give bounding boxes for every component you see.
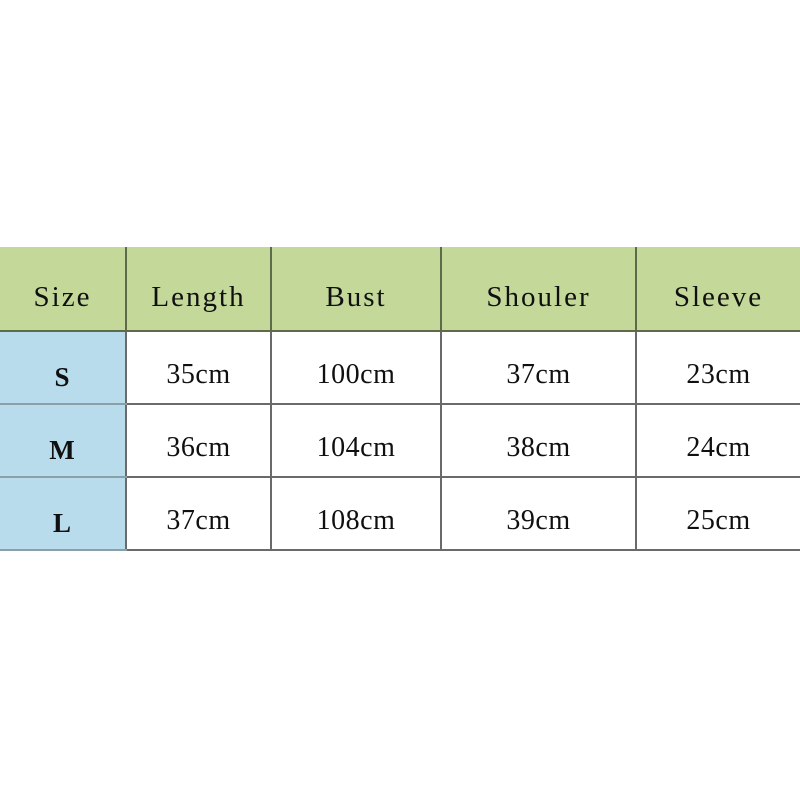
table-row: M 36cm 104cm 38cm 24cm bbox=[0, 404, 800, 478]
cell-bust: 104cm bbox=[271, 404, 442, 478]
table-header: Size Length Bust Shouler Sleeve bbox=[0, 247, 800, 332]
cell-length: 35cm bbox=[126, 331, 272, 405]
column-header-length: Length bbox=[126, 247, 272, 332]
cell-sleeve: 24cm bbox=[636, 404, 800, 478]
header-row: Size Length Bust Shouler Sleeve bbox=[0, 247, 800, 332]
cell-size: L bbox=[0, 477, 127, 551]
column-header-size: Size bbox=[0, 247, 127, 332]
table-row: S 35cm 100cm 37cm 23cm bbox=[0, 331, 800, 405]
cell-length: 36cm bbox=[126, 404, 272, 478]
cell-bust: 100cm bbox=[271, 331, 442, 405]
cell-size: S bbox=[0, 331, 127, 405]
table-row: L 37cm 108cm 39cm 25cm bbox=[0, 477, 800, 551]
cell-shoulder: 39cm bbox=[441, 477, 637, 551]
column-header-bust: Bust bbox=[271, 247, 442, 332]
cell-shoulder: 37cm bbox=[441, 331, 637, 405]
cell-bust: 108cm bbox=[271, 477, 442, 551]
cell-sleeve: 23cm bbox=[636, 331, 800, 405]
column-header-shoulder: Shouler bbox=[441, 247, 637, 332]
size-chart-table: Size Length Bust Shouler Sleeve S 35cm 1… bbox=[0, 247, 800, 551]
cell-shoulder: 38cm bbox=[441, 404, 637, 478]
cell-length: 37cm bbox=[126, 477, 272, 551]
cell-size: M bbox=[0, 404, 127, 478]
cell-sleeve: 25cm bbox=[636, 477, 800, 551]
column-header-sleeve: Sleeve bbox=[636, 247, 800, 332]
table-body: S 35cm 100cm 37cm 23cm M 36cm 104cm 38cm… bbox=[0, 331, 800, 551]
size-chart: Size Length Bust Shouler Sleeve S 35cm 1… bbox=[0, 247, 800, 551]
